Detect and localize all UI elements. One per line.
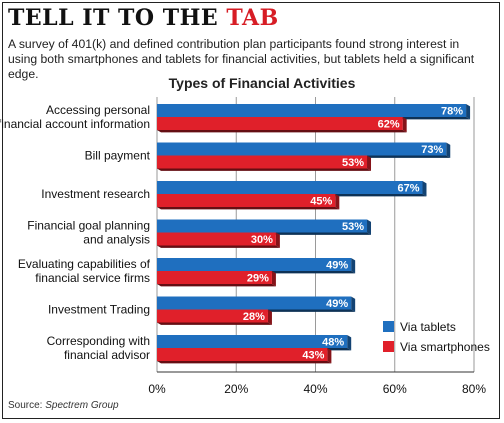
data-label: 53% xyxy=(342,157,364,169)
data-label: 29% xyxy=(247,273,269,285)
category-label: Investment Trading xyxy=(48,303,150,317)
bar-side xyxy=(351,258,356,274)
bar-side xyxy=(267,309,272,325)
bar-side xyxy=(446,142,451,158)
bar-side xyxy=(335,194,340,210)
data-label: 28% xyxy=(243,311,265,323)
bar-bottom xyxy=(157,207,340,210)
data-label: 62% xyxy=(378,119,400,131)
bar-side xyxy=(351,296,356,312)
bar xyxy=(157,258,352,271)
bar xyxy=(157,348,328,361)
data-label: 49% xyxy=(326,260,348,272)
category-label: Corresponding with xyxy=(47,334,150,348)
bar-bottom xyxy=(157,168,372,171)
bar-bottom xyxy=(157,361,332,364)
headline-accent: TAB xyxy=(226,5,279,31)
bar-side xyxy=(466,104,471,120)
bar-side xyxy=(422,181,427,197)
bar xyxy=(157,219,368,233)
bar xyxy=(157,194,336,207)
category-label: financial account information xyxy=(0,117,150,131)
category-label: Financial goal planning xyxy=(27,219,150,233)
data-label: 73% xyxy=(421,144,443,156)
bar-side xyxy=(275,232,280,248)
bar-side xyxy=(271,271,276,287)
bar-side xyxy=(402,117,407,133)
data-label: 43% xyxy=(302,350,324,362)
bar xyxy=(157,296,352,310)
category-label: financial advisor xyxy=(64,348,150,362)
legend-swatch xyxy=(383,321,394,332)
category-label: Investment research xyxy=(41,187,150,201)
bar xyxy=(157,104,467,117)
x-tick-label: 0% xyxy=(148,382,166,396)
bar-side xyxy=(367,155,372,171)
data-label: 30% xyxy=(251,234,273,246)
data-label: 49% xyxy=(326,298,348,310)
x-tick-label: 20% xyxy=(224,382,248,396)
data-label: 45% xyxy=(310,196,332,208)
category-label: financial service firms xyxy=(35,271,150,285)
x-tick-label: 60% xyxy=(383,382,407,396)
bar xyxy=(157,335,348,348)
bar xyxy=(157,181,423,194)
bar-side xyxy=(367,219,372,235)
subtitle: A survey of 401(k) and defined contribut… xyxy=(8,37,475,81)
bar xyxy=(157,309,268,323)
bar xyxy=(157,155,368,169)
legend-swatch xyxy=(383,341,394,352)
category-label: Bill payment xyxy=(85,149,151,163)
source-name: Spectrem Group xyxy=(45,400,119,411)
source-note: Source: Spectrem Group xyxy=(8,400,119,411)
source-label: Source: xyxy=(8,400,43,411)
bar-bottom xyxy=(157,284,276,287)
category-label: Evaluating capabilities of xyxy=(18,257,151,271)
bar xyxy=(157,232,276,246)
bar xyxy=(157,271,272,284)
bar xyxy=(157,117,403,130)
category-label: and analysis xyxy=(83,233,150,247)
headline: TELL IT TO THE TAB xyxy=(8,6,279,30)
legend-label: Via tablets xyxy=(400,320,456,334)
headline-main: TELL IT TO THE xyxy=(8,5,219,31)
data-label: 53% xyxy=(342,221,364,233)
bar-bottom xyxy=(157,130,407,133)
bar-side xyxy=(327,348,332,364)
data-label: 67% xyxy=(397,183,419,195)
x-tick-label: 80% xyxy=(462,382,486,396)
data-label: 78% xyxy=(441,106,463,118)
category-label: Accessing personal xyxy=(46,103,150,117)
legend-label: Via smartphones xyxy=(400,340,490,354)
data-label: 48% xyxy=(322,337,344,349)
bar-bottom xyxy=(157,245,280,248)
bar xyxy=(157,142,447,156)
bar-bottom xyxy=(157,322,272,325)
x-tick-label: 40% xyxy=(303,382,327,396)
bar-side xyxy=(347,335,352,351)
chart-title: Types of Financial Activities xyxy=(168,75,356,91)
